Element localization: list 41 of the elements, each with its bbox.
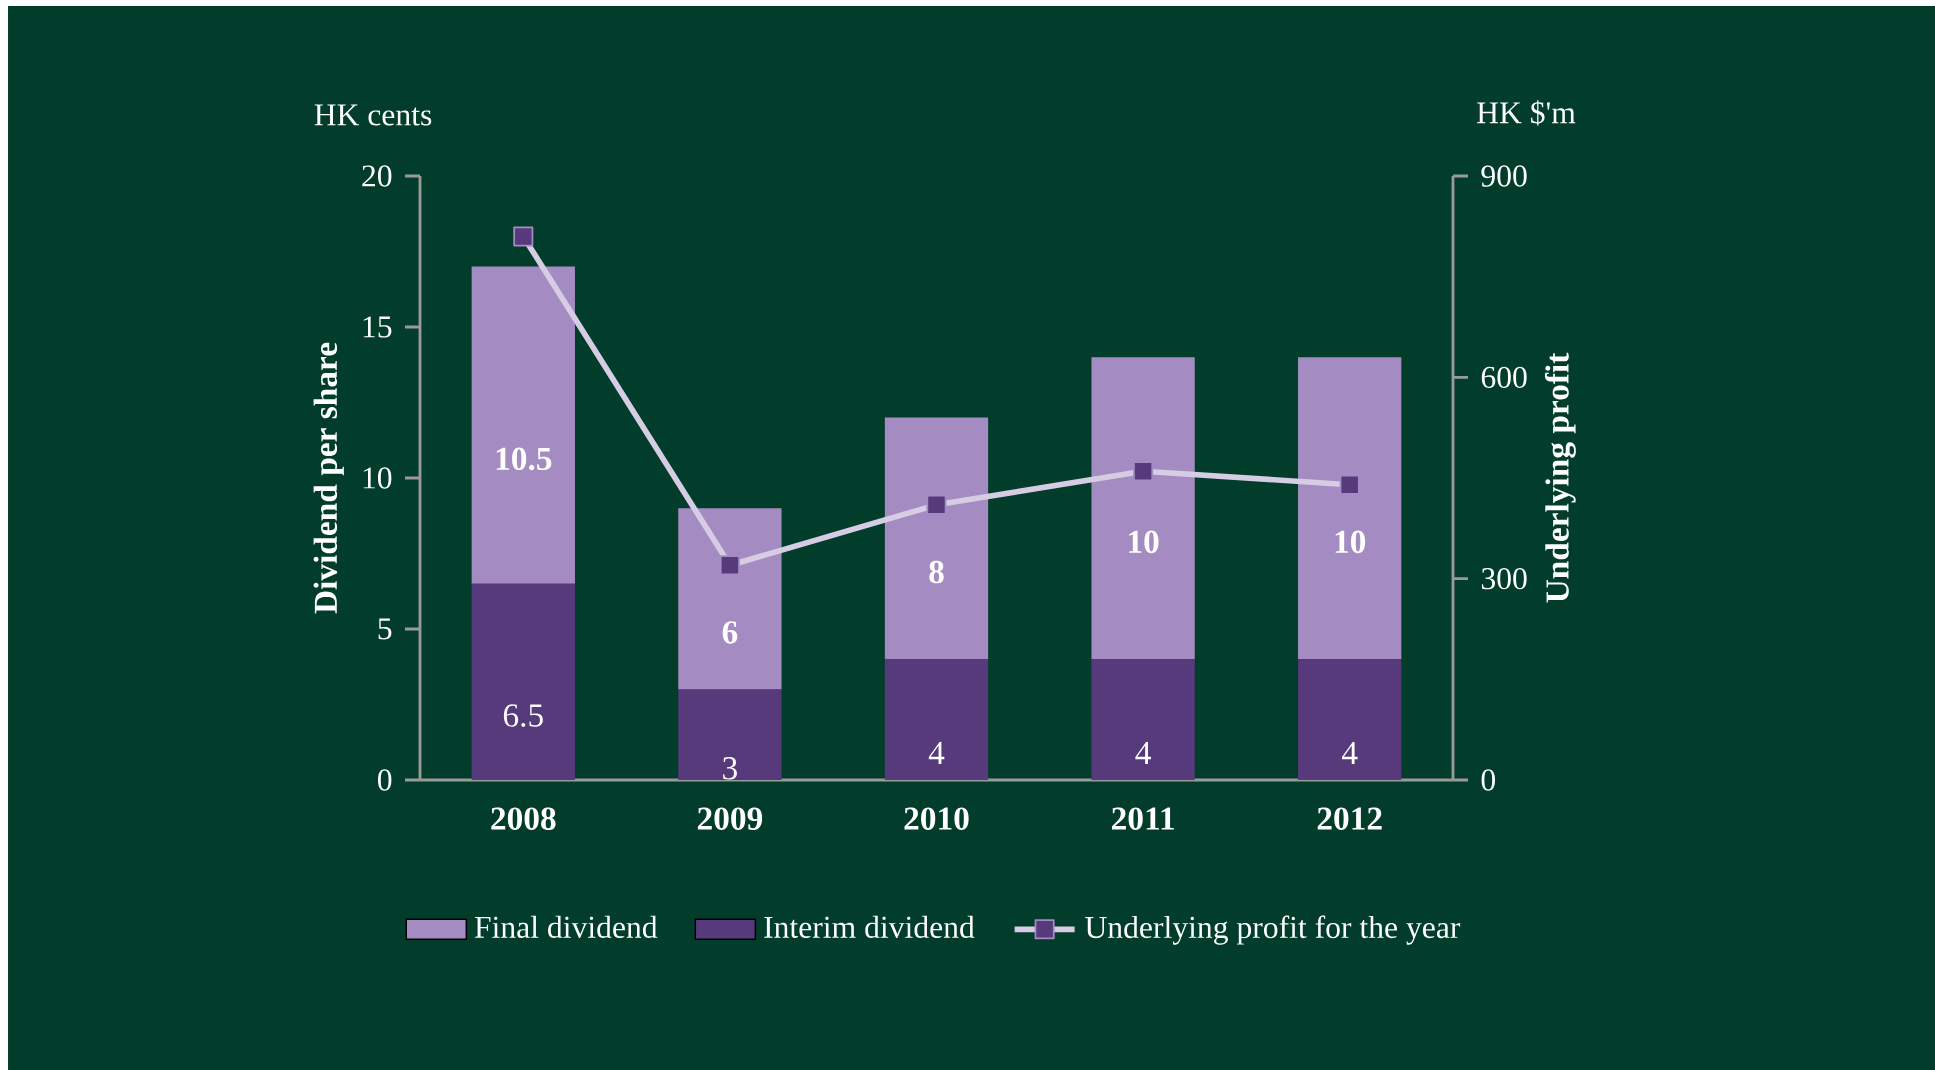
x-tick-label: 2011 [1112, 807, 1174, 830]
data-label: 3 [723, 757, 737, 780]
y-tick-label: 10 [363, 467, 392, 489]
y2-tick-label: 600 [1481, 366, 1527, 389]
text: HK cents [314, 104, 432, 126]
data-label: 4 [928, 741, 945, 764]
y-tick-label: 20 [362, 165, 392, 187]
x-tick-label: 2010 [904, 807, 969, 830]
bar [471, 583, 575, 780]
legend-label: Final dividend [474, 915, 658, 938]
bar [1298, 357, 1402, 660]
y-axis-title: Dividend per share [313, 342, 344, 614]
legend-label: Underlying profit for the year [1085, 915, 1461, 945]
data-label: 8 [929, 560, 944, 584]
x-tick-label: 2009 [697, 807, 763, 830]
bar [471, 266, 575, 584]
y2-tick-label: 0 [1481, 769, 1496, 791]
bar [678, 689, 782, 780]
bar [1298, 659, 1402, 780]
legend-label: Interim dividend [764, 915, 975, 938]
bar [1091, 357, 1195, 660]
y2-axis-title: Underlying profit [1544, 352, 1576, 603]
bar [678, 508, 782, 690]
y-tick-label: 5 [378, 618, 392, 640]
text: HK $'m [1477, 100, 1576, 126]
bar [884, 417, 989, 660]
y2-tick-label: 900 [1481, 165, 1527, 187]
bar [1091, 659, 1195, 780]
x-tick-label: 2008 [491, 807, 556, 830]
y-tick-label: 15 [363, 316, 392, 338]
bar [884, 659, 989, 780]
data-label: 4 [1135, 741, 1151, 764]
data-label: 4 [1342, 741, 1358, 764]
data-label: 10.5 [496, 447, 552, 471]
y-tick-label: 0 [377, 769, 392, 791]
x-tick-label: 2012 [1317, 807, 1382, 830]
y2-tick-label: 300 [1481, 567, 1527, 590]
data-label: 10 [1129, 530, 1159, 554]
data-label: 6.5 [503, 704, 543, 727]
data-label: 10 [1335, 530, 1366, 554]
data-label: 6 [722, 621, 738, 644]
